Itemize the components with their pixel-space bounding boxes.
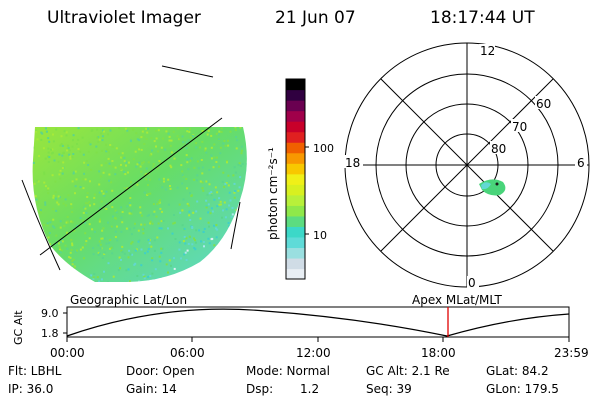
- mlt-label-18: 18: [345, 156, 360, 170]
- gc-alt-readout: GC Alt: 2.1 Re: [366, 364, 450, 378]
- mlt-line-diagonal: [380, 78, 554, 252]
- orbit-timeline: Geographic Lat/Lon Apex MLat/MLT 9.0 1.8…: [12, 293, 589, 360]
- observation-date: 21 Jun 07: [275, 8, 356, 28]
- mlt-label-6: 6: [577, 156, 585, 170]
- ip-readout: IP: 36.0: [8, 382, 54, 396]
- xtick-label: 23:59: [554, 346, 589, 360]
- auroral-image: [32, 127, 247, 283]
- instrument-title: Ultraviolet Imager: [47, 8, 201, 28]
- color-bar-segment: [286, 194, 305, 206]
- lat-label-80: 80: [491, 142, 506, 156]
- color-bar-segment: [286, 152, 305, 164]
- ytick-label-high: 9.0: [41, 307, 59, 320]
- label-bg: [467, 276, 479, 289]
- color-bar: 100 10 photon cm⁻²s⁻¹: [266, 78, 334, 280]
- label-bg: [343, 155, 363, 168]
- map-edge-line: [21, 179, 61, 271]
- altitude-curve: [66, 308, 570, 337]
- auroral-blob-dot: [495, 182, 499, 186]
- dsp-label: Dsp:: [246, 382, 274, 396]
- color-bar-segment: [286, 131, 305, 143]
- label-bg: [511, 119, 529, 132]
- xtick-label: 00:00: [50, 346, 85, 360]
- color-bar-segment: [286, 79, 305, 91]
- color-bar-segment: [286, 268, 305, 280]
- auroral-blob-edge: [481, 182, 491, 190]
- mlt-label-12: 12: [480, 44, 495, 58]
- color-bar-segment: [286, 173, 305, 185]
- color-bar-tick-10: 10: [313, 229, 327, 242]
- map-edge-line: [230, 201, 241, 250]
- color-bar-tick-100: 100: [313, 142, 334, 155]
- glat-readout: GLat: 84.2: [486, 364, 549, 378]
- ytick-label-low: 1.8: [41, 327, 59, 340]
- color-bar-segment: [286, 100, 305, 112]
- color-bar-segment: [286, 121, 305, 133]
- color-bar-frame: [285, 78, 306, 280]
- label-bg: [479, 44, 495, 57]
- glon-readout: GLon: 179.5: [486, 382, 559, 396]
- color-bar-segment: [286, 215, 305, 227]
- color-bar-segment: [286, 205, 305, 217]
- lat-label-70: 70: [512, 120, 527, 134]
- observation-time: 18:17:44 UT: [430, 8, 535, 28]
- geographic-image-panel: [21, 65, 247, 283]
- color-bar-scale: [286, 79, 305, 280]
- xtick-label: 12:00: [296, 346, 331, 360]
- geographic-label: Geographic Lat/Lon: [70, 293, 187, 307]
- map-edge-line: [161, 65, 214, 78]
- mode-readout: Mode: Normal: [246, 364, 330, 378]
- filter-readout: Flt: LBHL: [8, 364, 62, 378]
- door-readout: Door: Open: [126, 364, 195, 378]
- xtick-label: 18:00: [421, 346, 456, 360]
- color-bar-segment: [286, 89, 305, 101]
- color-bar-segment: [286, 184, 305, 196]
- timeline-axis-title: GC Alt: [12, 310, 25, 345]
- sequence-readout: Seq: 39: [366, 382, 412, 396]
- color-bar-segment: [286, 226, 305, 238]
- color-bar-unit-label: photon cm⁻²s⁻¹: [266, 147, 280, 240]
- xtick-label: 06:00: [170, 346, 205, 360]
- color-bar-segment: [286, 142, 305, 154]
- lat-label-60: 60: [536, 97, 551, 111]
- color-bar-segment: [286, 257, 305, 270]
- mlt-label-0: 0: [468, 276, 476, 290]
- terminator-line: [39, 117, 223, 256]
- label-bg: [535, 96, 553, 109]
- color-bar-segment: [286, 247, 305, 259]
- gain-readout: Gain: 14: [126, 382, 177, 396]
- dsp-value: 1.2: [300, 382, 320, 396]
- color-bar-segment: [286, 163, 305, 175]
- timeline-frame: [66, 306, 570, 338]
- label-bg: [490, 141, 508, 154]
- color-bar-segment: [286, 236, 305, 249]
- label-bg: [575, 155, 587, 168]
- apex-label: Apex MLat/MLT: [412, 293, 502, 307]
- color-bar-segment: [286, 110, 305, 122]
- polar-plot: 12 0 18 6 60 70 80: [343, 42, 590, 290]
